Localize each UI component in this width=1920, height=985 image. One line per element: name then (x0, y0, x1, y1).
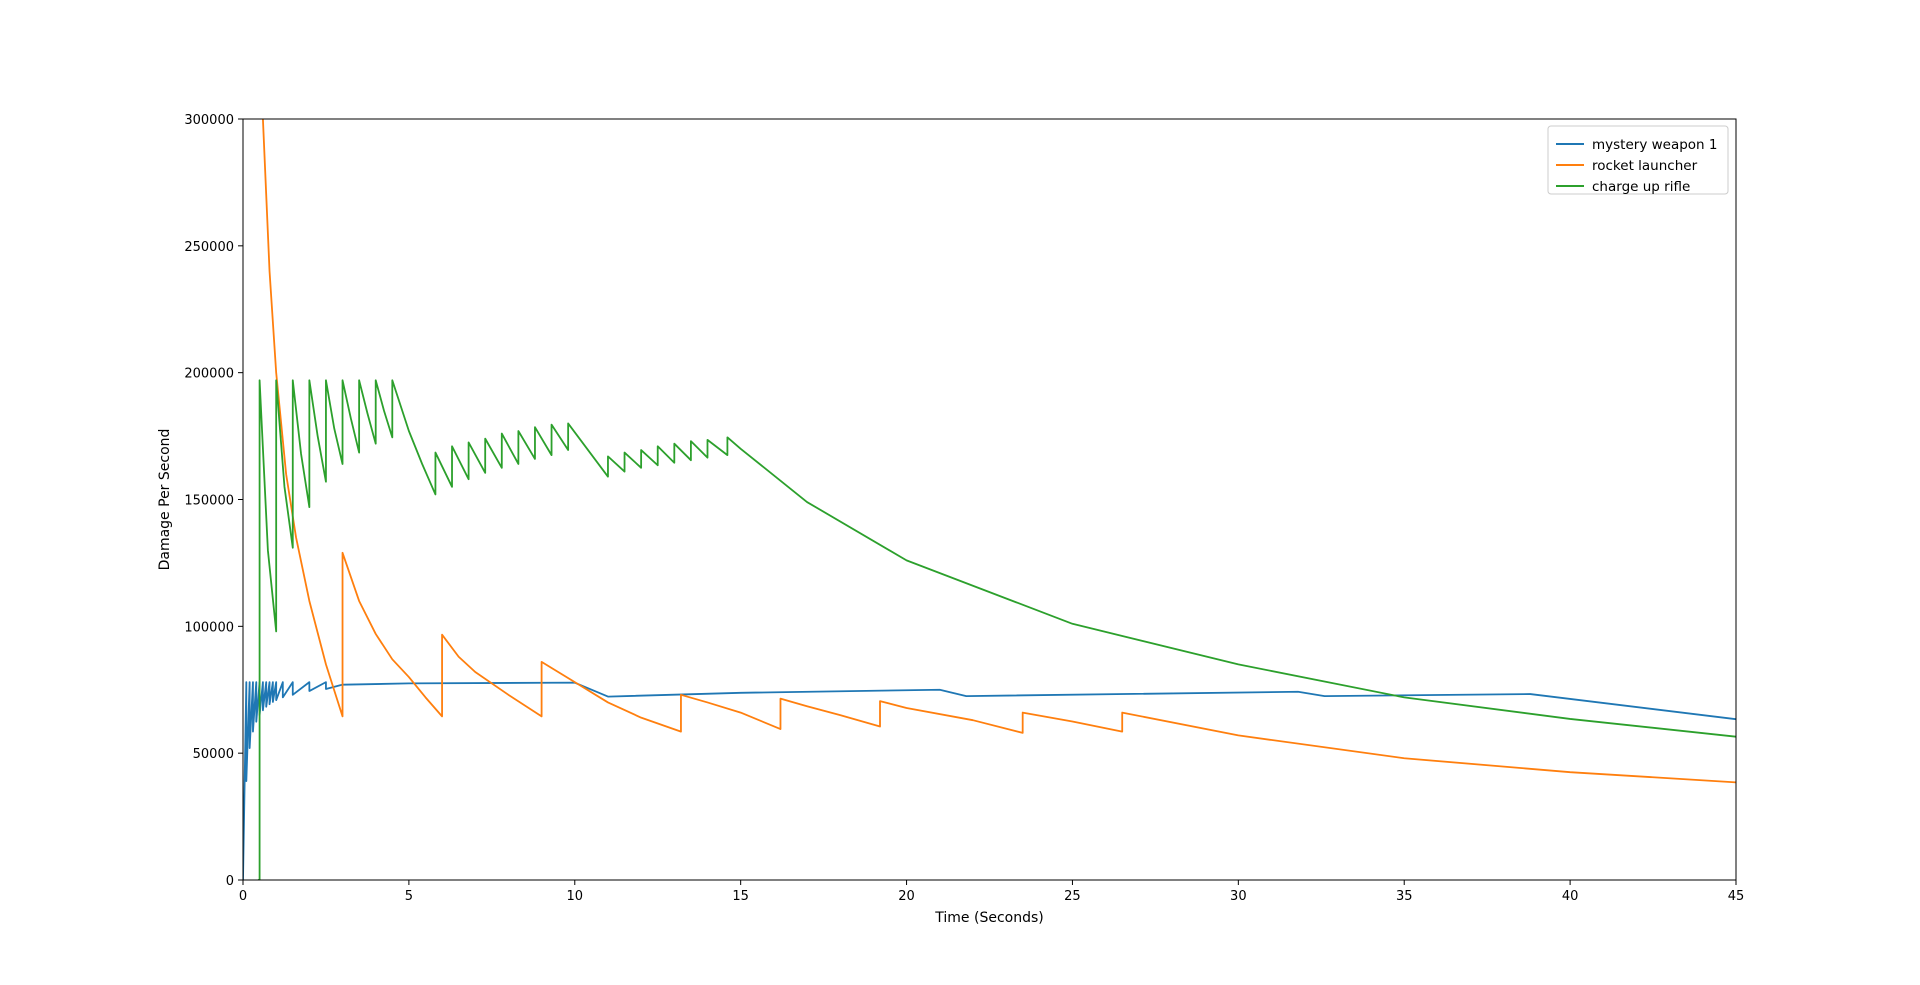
legend-label: charge up rifle (1592, 179, 1690, 195)
x-axis-label: Time (Seconds) (934, 910, 1043, 926)
x-tick-label: 35 (1396, 889, 1413, 904)
x-tick-label: 5 (405, 889, 413, 904)
y-axis-ticks: 0 50000 100000 150000 200000 250000 300000 (184, 113, 243, 889)
legend-box (1547, 125, 1729, 195)
axes-frame (242, 118, 1737, 881)
y-tick-label: 0 (226, 874, 234, 889)
x-tick-label: 45 (1728, 889, 1745, 904)
x-tick-label: 25 (1064, 889, 1081, 904)
series-line-1 (243, 681, 1736, 880)
y-tick-label: 150000 (184, 494, 234, 509)
x-tick-label: 30 (1230, 889, 1247, 904)
series-line-3 (257, 379, 1736, 880)
legend: mystery weapon 1 rocket launcher charge up… (1547, 125, 1729, 195)
x-tick-label: 10 (567, 889, 584, 904)
x-tick-label: 15 (732, 889, 749, 904)
x-tick-label: 20 (898, 889, 915, 904)
plot-lines (243, 119, 1736, 880)
legend-label: mystery weapon 1 (1592, 137, 1718, 153)
y-tick-label: 300000 (184, 113, 234, 128)
x-tick-label: 40 (1562, 889, 1579, 904)
series-line-2 (262, 119, 1736, 784)
legend-label: rocket launcher (1592, 158, 1698, 174)
y-tick-label: 200000 (184, 367, 234, 382)
x-tick-label: 0 (239, 889, 247, 904)
y-tick-label: 100000 (184, 620, 234, 635)
y-tick-label: 50000 (193, 747, 234, 762)
y-tick-label: 250000 (184, 240, 234, 255)
x-axis-ticks: 0 5 10 15 20 25 30 35 40 45 (239, 880, 1744, 904)
y-axis-label: Damage Per Second (157, 429, 173, 571)
